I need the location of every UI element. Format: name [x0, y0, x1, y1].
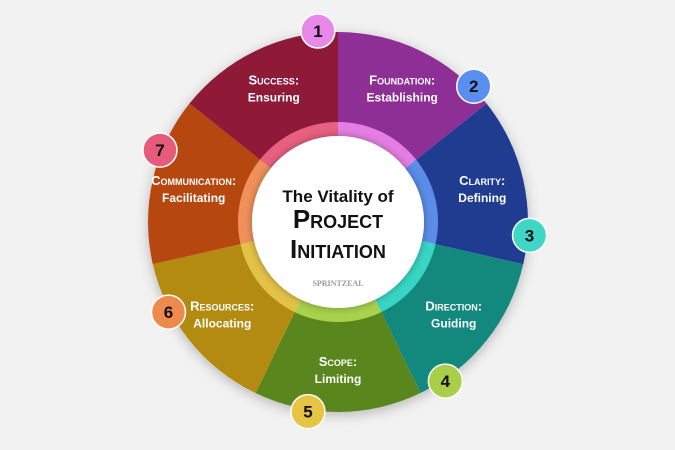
ring-arc-5 [240, 241, 301, 313]
badge-6: 6 [150, 294, 187, 330]
ring-arc-1 [338, 122, 417, 169]
segment-6-subtitle: Facilitating [162, 191, 225, 205]
badge-2: 2 [456, 68, 492, 104]
center-title-line2: Project [293, 204, 383, 234]
segment-3-subtitle: Guiding [431, 316, 476, 330]
segment-1-title: Foundation: [369, 73, 435, 88]
segment-5-subtitle: Allocating [193, 316, 251, 330]
segment-5-title: Resources: [190, 298, 254, 313]
segment-2-title: Clarity: [459, 173, 505, 188]
badge-7: 7 [142, 132, 178, 168]
center-title-line3: Initiation [290, 234, 386, 264]
brand-logo: SPRINTZEAL [312, 279, 363, 288]
number-badges: 1 2 3 4 5 6 7 [142, 13, 548, 430]
badge-5-number: 5 [303, 403, 312, 422]
badge-3: 3 [511, 217, 548, 254]
badge-5: 5 [290, 393, 326, 430]
badge-1: 1 [300, 13, 336, 49]
segment-6-title: Communication: [151, 173, 236, 188]
segment-7-title: Success: [249, 73, 300, 88]
segment-7 [189, 32, 338, 161]
segment-7-subtitle: Ensuring [248, 91, 300, 105]
badge-7-number: 7 [155, 141, 164, 160]
segment-1-subtitle: Establishing [367, 91, 438, 105]
badge-4: 4 [427, 363, 464, 399]
badge-4-number: 4 [441, 372, 451, 391]
badge-1-number: 1 [313, 22, 322, 41]
center-circle: The Vitality of Project Initiation SPRIN… [252, 136, 424, 308]
segment-2-subtitle: Defining [458, 191, 506, 205]
segment-labels: Foundation: Establishing Clarity: Defining D… [151, 73, 506, 386]
segment-2 [414, 103, 529, 265]
center-title-line1: The Vitality of [282, 187, 393, 206]
badge-2-number: 2 [469, 77, 478, 96]
ring-arc-6 [238, 159, 271, 245]
segment-1 [338, 32, 487, 161]
segment-4-subtitle: Limiting [315, 372, 362, 386]
ring-arc-7 [259, 122, 338, 169]
inner-ring [238, 122, 439, 322]
badge-3-number: 3 [525, 226, 534, 245]
segment-4-title: Scope: [319, 354, 358, 369]
segment-3-title: Direction: [425, 298, 482, 313]
segment-4 [255, 310, 421, 412]
ring-arc-2 [405, 159, 439, 245]
ring-arc-4 [294, 299, 382, 322]
badge-6-number: 6 [164, 303, 173, 322]
ring-arc-3 [375, 241, 436, 313]
